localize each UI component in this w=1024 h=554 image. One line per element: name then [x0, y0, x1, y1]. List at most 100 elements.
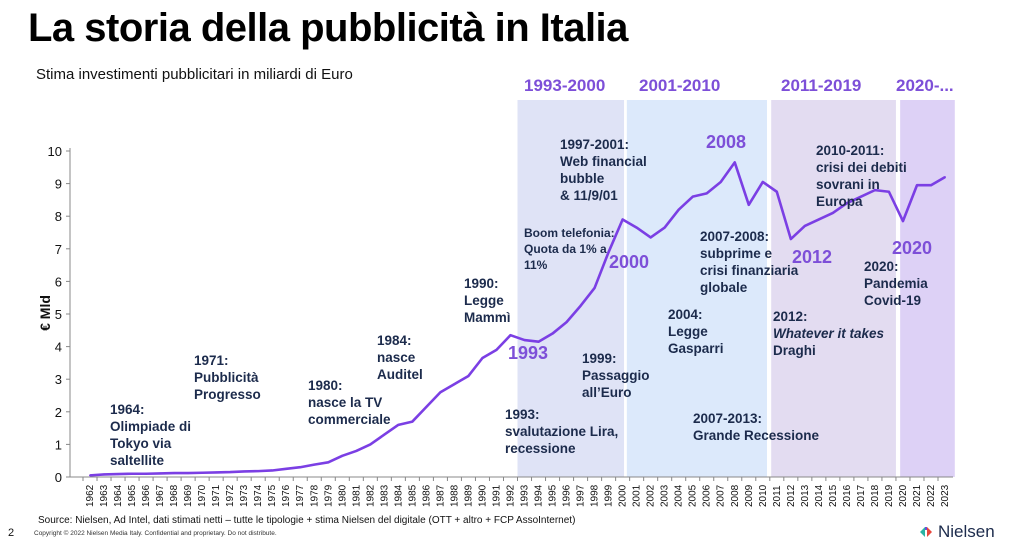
period-band: [771, 100, 896, 477]
annotation-line: 1984:: [377, 333, 412, 348]
annotation-line: Tokyo via: [110, 436, 172, 451]
x-tick-label: 1977: [295, 484, 306, 507]
annotation-line: Europa: [816, 194, 863, 209]
annotation: 1980: nasce la TV commerciale: [308, 377, 391, 428]
annotation-line: Boom telefonia:: [524, 226, 615, 240]
annotation-line: Draghi: [773, 343, 816, 358]
x-tick-label: 2007: [716, 484, 727, 507]
x-tick-label: 1996: [562, 484, 573, 507]
y-tick-label: 5: [55, 307, 62, 322]
x-tick-label: 2019: [884, 484, 895, 507]
data-point: [887, 190, 890, 193]
annotation-line: globale: [700, 280, 748, 295]
copyright: Copyright © 2022 Nielsen Media Italy. Co…: [34, 530, 277, 537]
x-tick-label: 2017: [856, 484, 867, 507]
y-tick-label: 7: [55, 242, 62, 257]
x-tick-label: 1970: [197, 484, 208, 507]
data-point: [257, 470, 260, 473]
annotation: 1999: Passaggio all’Euro: [582, 350, 650, 401]
x-tick-label: 1984: [393, 484, 404, 507]
data-point: [285, 467, 288, 470]
data-point: [271, 469, 274, 472]
annotation-line: subprime e: [700, 246, 773, 261]
annotation-line: crisi finanziaria: [700, 263, 799, 278]
period-label: 2020-...: [896, 76, 954, 95]
data-point: [411, 420, 414, 423]
x-tick-label: 1994: [534, 484, 545, 507]
period-label: 2001-2010: [639, 76, 721, 95]
annotation: 1997-2001: Web financial bubble & 11/9/01: [560, 136, 647, 204]
annotation: 2004: Legge Gasparri: [668, 306, 724, 357]
x-tick-label: 1973: [239, 484, 250, 507]
x-tick-label: 1975: [267, 484, 278, 507]
annotation: 2020: Pandemia Covid-19: [864, 258, 928, 309]
annotation-line: nasce: [377, 350, 416, 365]
annotation-line: Legge: [464, 293, 504, 308]
data-point: [831, 211, 834, 214]
highlight-year: 2008: [706, 132, 747, 152]
x-tick-label: 1963: [99, 484, 110, 507]
x-tick-label: 1997: [576, 484, 587, 507]
data-point: [397, 423, 400, 426]
period-band: [626, 100, 767, 477]
data-point: [817, 218, 820, 221]
data-point: [369, 443, 372, 446]
annotation-line: Whatever it takes: [773, 326, 885, 341]
data-point: [944, 176, 946, 179]
data-point: [551, 332, 554, 335]
data-point: [593, 286, 596, 289]
data-point: [201, 471, 204, 474]
annotation-line: Mammì: [464, 310, 511, 325]
annotation-line: bubble: [560, 171, 605, 186]
x-tick-label: 2011: [772, 485, 783, 507]
x-tick-label: 2010: [758, 484, 769, 507]
x-tick-label: 1995: [548, 484, 559, 507]
x-tick-label: 2001: [632, 484, 643, 507]
annotation-line: Covid-19: [864, 293, 922, 308]
annotation-line: Quota da 1% a: [524, 242, 607, 256]
x-tick-label: 2023: [940, 484, 951, 507]
annotation: 1964: Olimpiade di Tokyo via saltellite: [110, 401, 191, 469]
data-point: [495, 348, 498, 351]
annotation-line: & 11/9/01: [560, 188, 618, 203]
annotation-line: 1997-2001:: [560, 137, 630, 152]
x-tick-label: 1965: [127, 484, 138, 507]
x-tick-label: 2020: [898, 484, 909, 507]
x-tick-label: 1971: [211, 484, 222, 507]
annotation-line: sovrani in: [816, 177, 880, 192]
annotation-line: 1993:: [505, 407, 540, 422]
data-point: [621, 218, 624, 221]
x-tick-label: 2006: [702, 484, 713, 507]
data-point: [635, 226, 638, 229]
annotation-line: 1980:: [308, 378, 343, 393]
data-point: [355, 449, 358, 452]
x-tick-label: 2015: [828, 484, 839, 507]
x-tick-label: 1986: [421, 484, 432, 507]
page-title: La storia della pubblicità in Italia: [28, 6, 628, 50]
x-tick-label: 2004: [674, 484, 685, 507]
data-point: [719, 180, 722, 183]
x-tick-label: 1979: [323, 484, 334, 507]
data-point: [89, 474, 91, 477]
highlight-year: 2000: [609, 252, 650, 272]
period-band: [900, 100, 955, 477]
data-point: [299, 466, 302, 469]
data-point: [789, 238, 792, 241]
x-tick-label: 1990: [477, 484, 488, 507]
annotation-line: 1990:: [464, 276, 499, 291]
x-tick-label: 2003: [660, 484, 671, 507]
y-tick-label: 1: [55, 437, 62, 452]
x-tick-label: 2005: [688, 484, 699, 507]
data-point: [313, 463, 316, 466]
annotation-line: 2020:: [864, 259, 899, 274]
x-tick-label: 2016: [842, 484, 853, 507]
data-point: [901, 220, 904, 223]
annotation-line: all’Euro: [582, 385, 632, 400]
highlight-year: 2012: [792, 247, 833, 267]
data-point: [663, 226, 666, 229]
x-tick-label: 2022: [926, 484, 937, 507]
data-point: [845, 202, 848, 205]
data-point: [761, 180, 764, 183]
x-tick-label: 1989: [463, 484, 474, 507]
